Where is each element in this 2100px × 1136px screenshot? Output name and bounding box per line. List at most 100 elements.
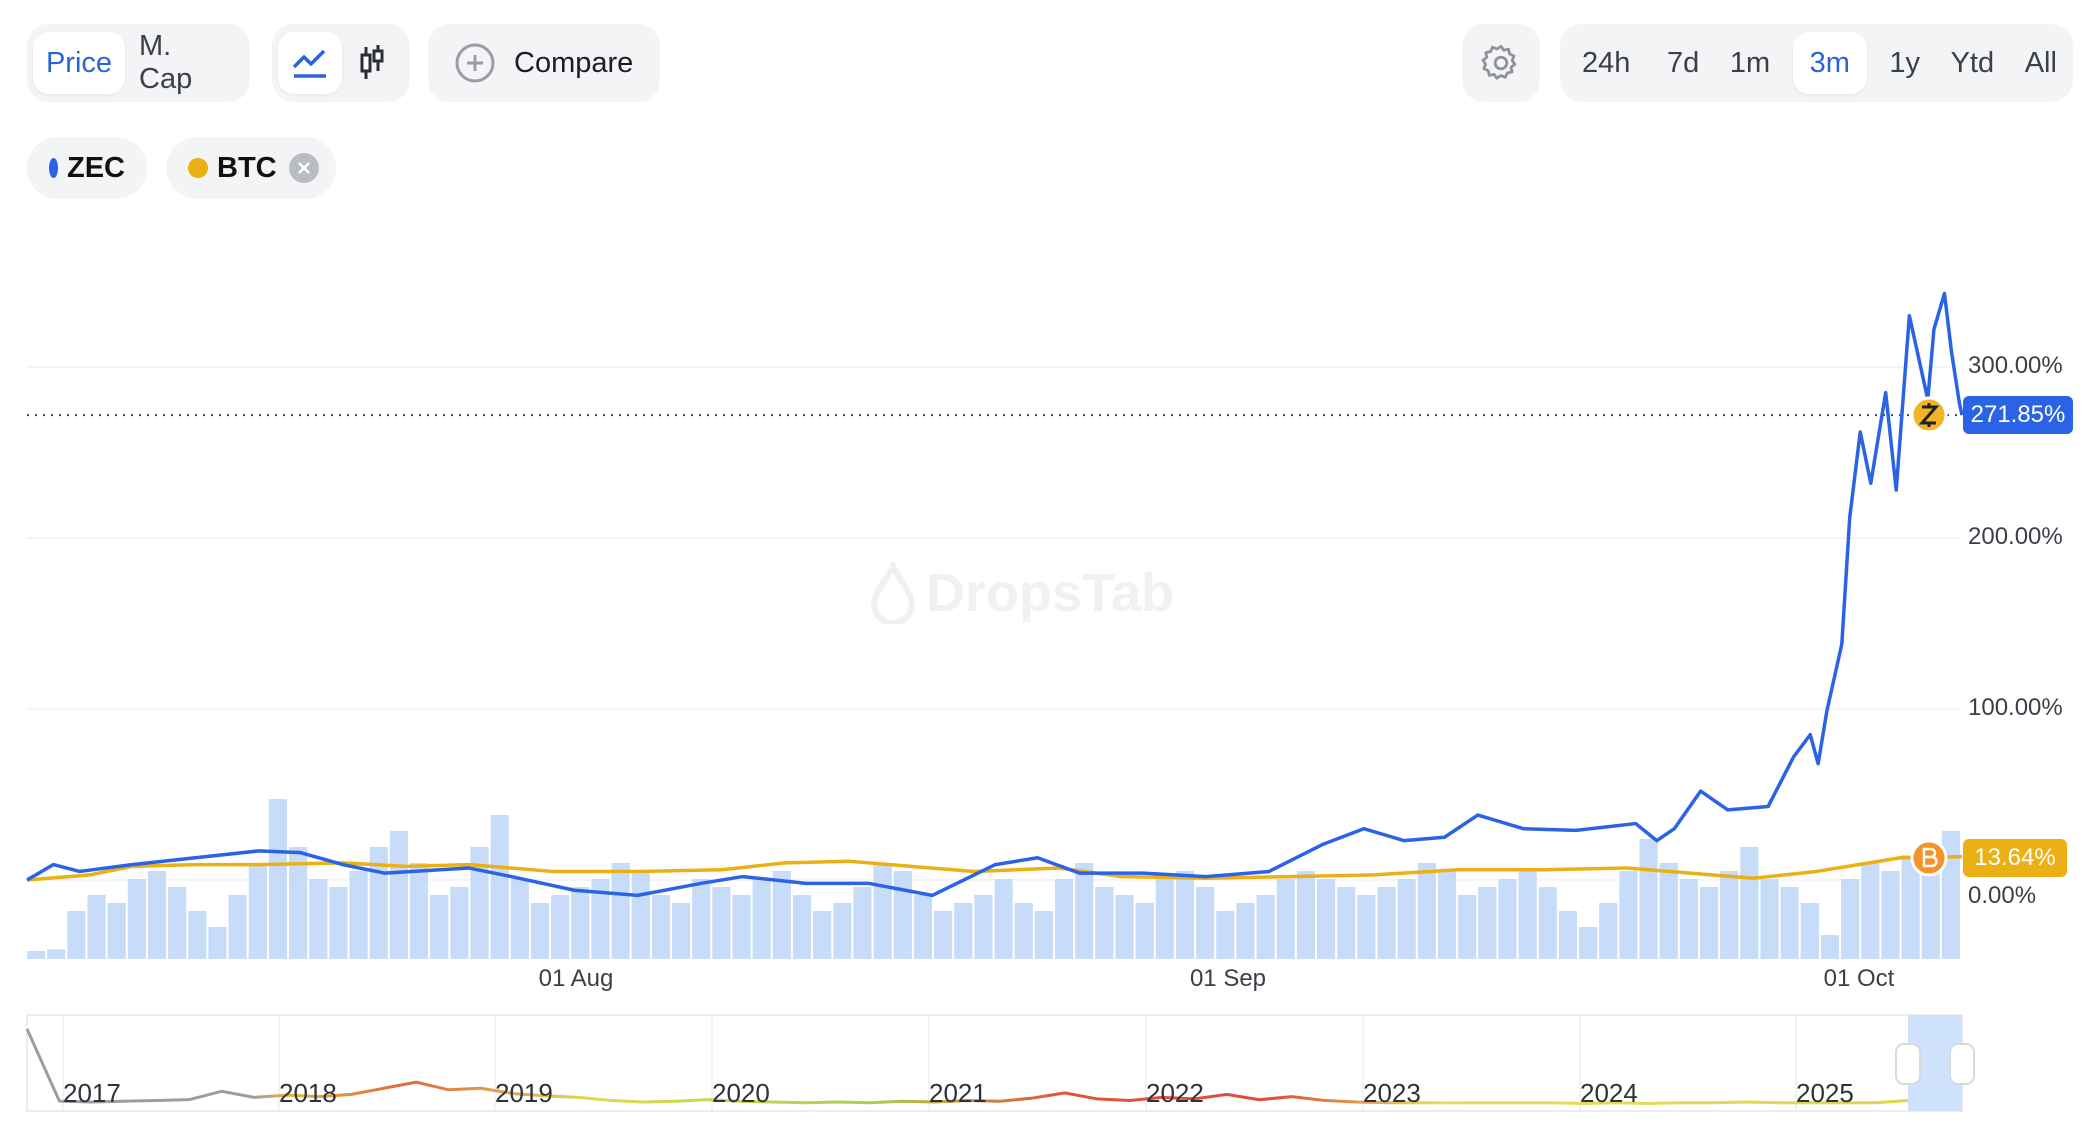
- y-tick-label: 200.00%: [1968, 523, 2063, 550]
- range-24h[interactable]: 24h: [1582, 46, 1631, 79]
- volume-bar: [1175, 871, 1195, 959]
- navigator-year-label: 2020: [712, 1078, 770, 1108]
- navigator-handle-right[interactable]: [1949, 1043, 1975, 1085]
- volume-bar: [591, 879, 610, 959]
- volume-bar: [1800, 903, 1819, 959]
- volume-bar: [551, 895, 570, 959]
- volume-bar: [1115, 895, 1134, 959]
- settings-button[interactable]: [1462, 24, 1540, 102]
- volume-bar: [913, 895, 933, 959]
- metric-toggle: Price M. Cap: [27, 24, 250, 102]
- volume-bar: [1881, 871, 1900, 959]
- volume-bar: [631, 871, 650, 959]
- volume-bar: [1377, 887, 1396, 959]
- tab-price[interactable]: Price: [33, 32, 125, 94]
- volume-bar: [1357, 895, 1376, 959]
- range-all[interactable]: All: [2024, 46, 2057, 79]
- navigator-line: [25, 1028, 1909, 1105]
- volume-bar: [1740, 847, 1759, 959]
- plus-circle-icon: [455, 43, 495, 83]
- volume-bar: [1820, 935, 1840, 959]
- volume-bar: [289, 847, 308, 959]
- range-1m[interactable]: 1m: [1729, 46, 1771, 79]
- volume-bar: [954, 903, 973, 959]
- legend-label: ZEC: [67, 151, 125, 184]
- navigator-year-label: 2018: [279, 1078, 337, 1108]
- legend-btc[interactable]: BTC: [166, 137, 336, 199]
- legend-zec[interactable]: ZEC: [27, 137, 147, 199]
- compare-button[interactable]: Compare: [428, 24, 660, 102]
- gear-icon: [1481, 44, 1517, 80]
- series-line-zec: [26, 291, 1964, 898]
- volume-bar: [27, 951, 46, 959]
- volume-bar: [1397, 879, 1416, 959]
- volume-bar: [430, 895, 449, 959]
- volume-bar: [490, 815, 509, 959]
- btc-color-dot: [188, 158, 208, 178]
- volume-bar: [228, 895, 247, 959]
- volume-bar: [1579, 927, 1598, 959]
- volume-bar: [1760, 879, 1779, 959]
- range-1y[interactable]: 1y: [1889, 46, 1920, 79]
- volume-bar: [369, 847, 388, 959]
- volume-bar: [450, 887, 469, 959]
- zec-coin-icon: [1910, 396, 1948, 434]
- volume-bar: [1135, 903, 1154, 959]
- volume-bar: [1437, 871, 1457, 959]
- y-tick-label: 300.00%: [1968, 352, 2063, 379]
- volume-bar: [692, 879, 711, 959]
- range-ytd[interactable]: Ytd: [1950, 46, 1995, 79]
- volume-bar: [188, 911, 207, 959]
- navigator-handle-left[interactable]: [1895, 1043, 1921, 1085]
- volume-bar: [1095, 887, 1114, 959]
- compare-label: Compare: [514, 46, 634, 79]
- volume-bar: [651, 895, 670, 959]
- volume-bar: [1841, 879, 1860, 959]
- volume-bar: [1780, 887, 1799, 959]
- line-chart-icon: [292, 49, 326, 78]
- volume-bar: [853, 887, 872, 959]
- volume-bar: [974, 895, 993, 959]
- range-7d[interactable]: 7d: [1666, 46, 1700, 79]
- candlestick-button[interactable]: [342, 32, 402, 94]
- volume-bar: [1659, 863, 1678, 959]
- volume-bar: [1478, 887, 1497, 959]
- volume-bar: [349, 871, 368, 959]
- remove-btc-button[interactable]: [288, 153, 319, 183]
- volume-bar: [147, 871, 167, 959]
- volume-bar: [833, 903, 852, 959]
- volume-bar: [67, 911, 86, 959]
- volume-bar: [712, 887, 731, 959]
- btc-last-value: 13.64%: [1963, 839, 2067, 877]
- volume-bar: [1054, 879, 1074, 959]
- navigator-year-label: 2024: [1580, 1078, 1638, 1108]
- range-3m[interactable]: 3m: [1792, 32, 1867, 94]
- volume-bar: [1458, 895, 1477, 959]
- volume-bar: [1155, 879, 1174, 959]
- time-range-selector: 24h 7d 1m 3m 1y Ytd All: [1560, 24, 2073, 102]
- legend-label: BTC: [217, 151, 277, 184]
- volume-bar: [813, 911, 832, 959]
- navigator-year-label: 2025: [1796, 1078, 1854, 1108]
- volume-bar: [1538, 887, 1557, 959]
- volume-bar: [107, 903, 126, 959]
- line-chart-button[interactable]: [278, 32, 342, 94]
- volume-bar: [611, 863, 630, 959]
- chart-type-toggle: [272, 24, 410, 102]
- volume-bar: [127, 879, 146, 959]
- volume-bar: [1337, 887, 1356, 959]
- volume-bar: [1518, 871, 1537, 959]
- volume-bar: [1075, 863, 1094, 959]
- volume-bar: [1901, 855, 1920, 959]
- volume-bar: [47, 949, 66, 959]
- watermark-text: DropsTab: [926, 563, 1175, 623]
- volume-bar: [309, 879, 328, 959]
- volume-bar: [1417, 863, 1436, 959]
- volume-bar: [1861, 863, 1880, 959]
- volume-bar: [1196, 887, 1215, 959]
- tab-market-cap[interactable]: M. Cap: [139, 30, 193, 95]
- volume-bar: [1679, 879, 1698, 959]
- btc-coin-icon: [1910, 839, 1948, 877]
- drop-icon: [870, 562, 916, 624]
